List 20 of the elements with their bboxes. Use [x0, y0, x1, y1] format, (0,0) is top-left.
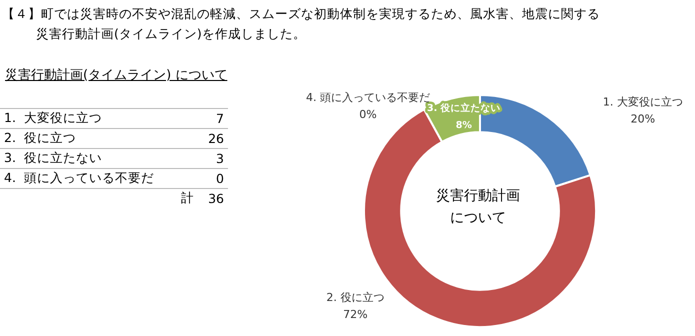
data-label: 20%: [630, 112, 656, 126]
category-label: 1. 大変役に立つ: [0, 108, 198, 128]
data-label: 0: [198, 168, 228, 188]
text: 災害行動計画(タイムライン) について: [5, 67, 228, 84]
chart-title: 【４】町では災害時の不安や混乱の軽減、スムーズな初動体制を実現するため、風水害、地震に関する災害行動計画(タイムライン)を作成しました。: [2, 5, 601, 43]
data-label: 3: [198, 148, 228, 168]
slice-label: 2. 役に立つ: [326, 290, 384, 304]
text: 0%: [359, 108, 377, 121]
slice-label: 1. 大変役に立つ: [602, 96, 683, 109]
data-label: 72%: [343, 308, 368, 321]
category-label: 4. 頭に入っている不要だ: [306, 90, 430, 104]
data-label: 7: [198, 108, 228, 128]
data-label: 26: [198, 128, 228, 148]
category-label: 4. 頭に入っている不要だ: [0, 168, 198, 188]
category-label: 2. 役に立つ: [0, 128, 198, 148]
text: 計: [180, 189, 195, 207]
data-label: 8%: [456, 120, 472, 132]
text: 36: [208, 191, 224, 206]
text: 災害行動計画について: [435, 187, 521, 228]
category-label: 3. 役に立たない: [0, 148, 198, 168]
